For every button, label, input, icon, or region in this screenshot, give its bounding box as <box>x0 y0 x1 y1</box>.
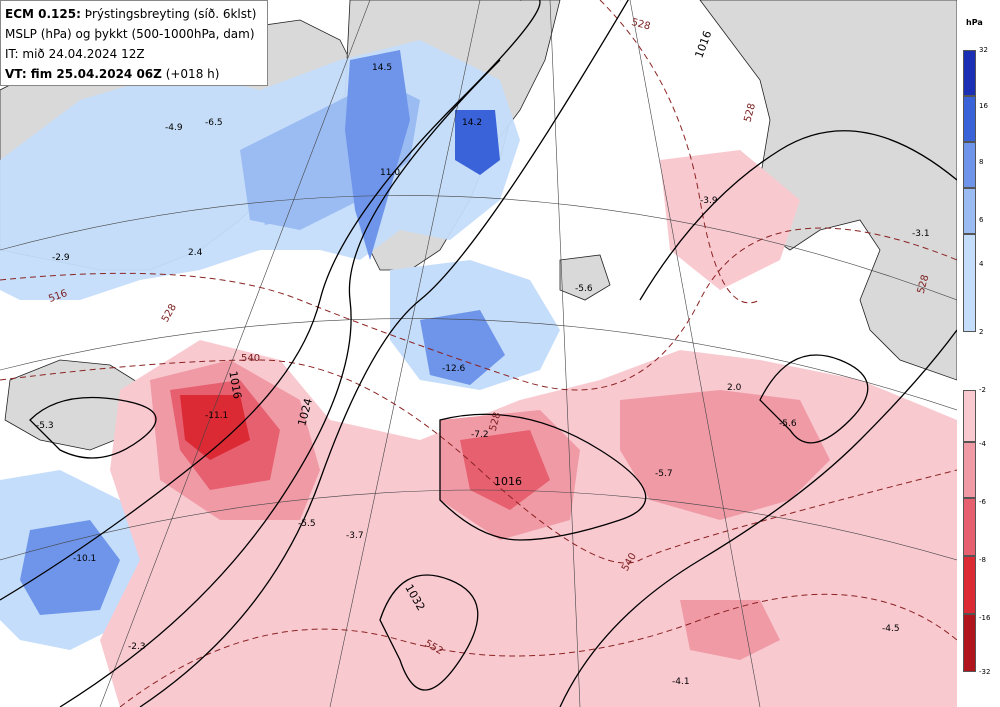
legend-tick: -2 <box>979 386 986 394</box>
isobar-label: 1016 <box>226 370 244 400</box>
rise-area-iceland-core <box>20 520 120 615</box>
graticule <box>0 0 957 707</box>
legend-tick: 2 <box>979 328 984 336</box>
isobar-label: 1016 <box>693 29 715 60</box>
fall-area-west-max <box>180 395 250 460</box>
color-legend: hPa 32 16 8 6 4 2 -2 -4 -6 -8 -16 -32 <box>957 0 1000 707</box>
legend-tick: 16 <box>979 102 988 110</box>
legend-tick: -4 <box>979 440 986 448</box>
map-title: ECM 0.125: Þrýstingsbreyting (síð. 6klst… <box>5 7 257 21</box>
fall-area-south <box>660 150 800 290</box>
pchange-label: 2.0 <box>727 383 742 393</box>
legend-swatch <box>963 498 976 556</box>
pressure-change-labels: 14.5 14.2 11.0 -6.5 -4.9 -2.9 2.4 -12.6 … <box>36 63 930 687</box>
fall-area-east <box>620 390 830 520</box>
isobar-label: 1016 <box>494 475 522 488</box>
isobars <box>0 0 957 707</box>
isobar-line <box>59 59 501 707</box>
thickness-label: 528 <box>742 102 758 123</box>
pchange-label: 14.2 <box>462 118 482 128</box>
pchange-label: -4.5 <box>882 624 900 634</box>
pchange-label: -5.6 <box>575 284 593 294</box>
map-subtitle: MSLP (hPa) og þykkt (500-1000hPa, dam) <box>5 27 255 41</box>
pchange-label: -3.1 <box>912 229 930 239</box>
rise-area-max <box>345 50 410 260</box>
thickness-label: 528 <box>630 17 651 33</box>
legend-swatch <box>963 96 976 142</box>
longitude-line <box>99 0 371 707</box>
pchange-label: 2.4 <box>188 248 203 258</box>
isobar-line <box>639 130 957 301</box>
thickness-label: 528 <box>160 302 179 324</box>
latitude-line <box>0 318 957 411</box>
legend-swatch <box>963 556 976 614</box>
legend-tick: -6 <box>979 498 986 506</box>
pchange-label: -6.5 <box>205 118 223 128</box>
legend-swatch <box>963 50 976 96</box>
pchange-label: -5.3 <box>36 421 54 431</box>
thickness-line <box>0 359 957 564</box>
thickness-label: 528 <box>488 411 504 432</box>
longitude-line <box>629 0 761 707</box>
pchange-label: -12.6 <box>442 364 466 374</box>
longitude-line <box>329 0 481 707</box>
pchange-label: -11.1 <box>205 411 228 421</box>
pchange-label: -3.9 <box>700 196 718 206</box>
legend-tick: -32 <box>979 668 991 676</box>
fall-area-southeast <box>680 600 780 660</box>
scandinavia-land <box>699 0 957 381</box>
legend-tick: 4 <box>979 260 984 268</box>
isobar-line <box>439 413 647 541</box>
pchange-label: -10.1 <box>73 554 96 564</box>
isobar-line <box>139 0 629 707</box>
legend-tick: 8 <box>979 158 984 166</box>
thickness-label: 528 <box>916 274 932 295</box>
pchange-label: -5.5 <box>298 519 316 529</box>
isobar-line <box>29 396 157 459</box>
legend-swatch <box>963 142 976 188</box>
pchange-label: -4.9 <box>165 123 183 133</box>
valid-time: VT: fim 25.04.2024 06Z (+018 h) <box>5 67 220 81</box>
pchange-label: -2.3 <box>128 642 146 652</box>
legend-swatch <box>963 188 976 234</box>
weather-map: 14.5 14.2 11.0 -6.5 -4.9 -2.9 2.4 -12.6 … <box>0 0 957 707</box>
legend-swatch <box>963 614 976 672</box>
pchange-label: -5.6 <box>779 419 797 429</box>
isobar-line <box>379 574 479 691</box>
thickness-label: 540 <box>241 353 260 364</box>
legend-swatch <box>963 442 976 498</box>
map-info-box: ECM 0.125: Þrýstingsbreyting (síð. 6klst… <box>0 0 268 86</box>
pchange-label: -7.2 <box>471 430 489 440</box>
thickness-contours <box>0 0 957 707</box>
latitude-line <box>0 489 957 561</box>
thickness-line <box>0 227 957 391</box>
legend-tick: -8 <box>979 556 986 564</box>
pchange-label: 11.0 <box>380 168 400 178</box>
isobar-line <box>0 0 541 601</box>
pchange-label: -3.7 <box>346 531 364 541</box>
pchange-label: -4.1 <box>672 677 690 687</box>
latitude-line <box>0 195 957 301</box>
init-time: IT: mið 24.04.2024 12Z <box>5 47 145 61</box>
pchange-label: -5.7 <box>655 469 673 479</box>
isobar-line <box>759 354 869 444</box>
legend-tick: -16 <box>979 614 991 622</box>
thickness-line <box>119 593 957 707</box>
legend-tick: 32 <box>979 46 988 54</box>
legend-swatch <box>963 234 976 332</box>
small-island <box>559 254 611 301</box>
pchange-label: -2.9 <box>52 253 70 263</box>
rise-area-svalbard <box>455 110 500 175</box>
longitude-line <box>549 0 581 707</box>
thickness-line <box>599 0 761 304</box>
legend-unit: hPa <box>966 18 983 27</box>
rise-area-ne-island-core <box>420 310 505 385</box>
isobar-line <box>559 329 957 707</box>
legend-tick: 6 <box>979 216 984 224</box>
pressure-change-field <box>0 40 957 707</box>
legend-swatch <box>963 390 976 442</box>
pchange-label: 14.5 <box>372 63 392 73</box>
rise-area-small <box>255 175 310 225</box>
